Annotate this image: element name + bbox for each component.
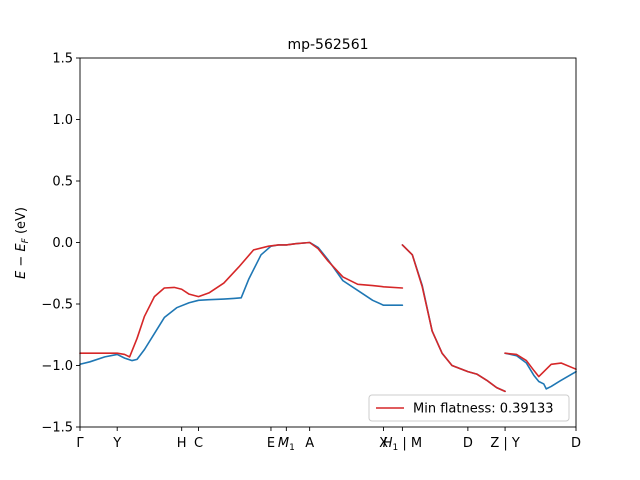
band-line-1-segment-3	[504, 352, 577, 390]
band-line-2-segment-2	[401, 244, 506, 393]
x-tick-label: X	[379, 436, 388, 451]
band-line-1-segment-2	[401, 244, 506, 393]
y-tick-label: −1.0	[41, 359, 73, 374]
x-tick-label: D	[571, 436, 581, 451]
x-tick-label: H1 | M	[383, 436, 422, 453]
legend-box	[368, 394, 570, 422]
y-tick-label: −1.5	[41, 421, 73, 436]
y-tick-label: 0.5	[52, 175, 73, 190]
y-tick-label: −0.5	[41, 298, 73, 313]
x-tick-label: Γ	[76, 436, 84, 451]
axes-frame	[79, 57, 577, 428]
x-tick-label: Z | Y	[490, 436, 520, 451]
x-tick-label: C	[194, 436, 203, 451]
band-line-2-segment-1	[79, 241, 404, 358]
legend: Min flatness: 0.39133	[368, 394, 570, 422]
plot-area: 1.5 1.0 0.5 0.0 −0.5 −1.0 −1.5Γ Y H C E M1 A XH1 | M D…	[41, 52, 581, 454]
y-tick-label: 0.0	[52, 236, 73, 251]
x-tick-label: E	[267, 436, 275, 451]
y-axis-label: E − EF (eV)	[14, 207, 31, 279]
band-line-2-segment-3	[504, 352, 577, 378]
x-tick-label: M1	[278, 436, 295, 453]
x-tick-label: D	[463, 436, 473, 451]
y-tick-label: 1.0	[52, 113, 73, 128]
x-tick-label: A	[305, 436, 314, 451]
band-line-1-segment-1	[79, 241, 404, 366]
x-tick-label: Y	[112, 436, 121, 451]
legend-label: Min flatness: 0.39133	[413, 402, 554, 417]
y-tick-label: 1.5	[52, 52, 73, 67]
chart-title: mp-562561	[287, 37, 368, 53]
x-tick-label: H	[177, 436, 187, 451]
